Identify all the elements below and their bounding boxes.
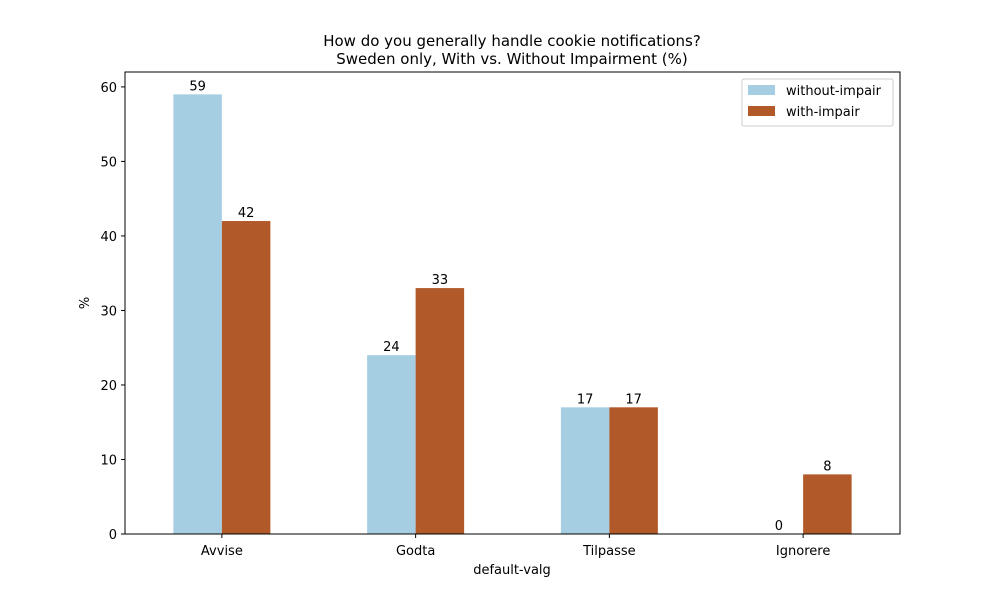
data-label-without-impair-avvise: 59 [189, 79, 206, 94]
bar-with-impair-ignorere [803, 474, 852, 534]
y-tick-label: 60 [100, 81, 117, 96]
data-label-with-impair-tilpasse: 17 [625, 392, 642, 407]
bar-with-impair-avvise [221, 221, 271, 534]
x-tick-label: Avvise [201, 544, 243, 559]
x-tick-label: Godta [396, 544, 435, 559]
legend: without-impair with-impair [741, 78, 894, 127]
legend-swatch-without-impair [748, 85, 775, 95]
x-axis-label: default-valg [473, 563, 551, 578]
x-tick-label: Ignorere [776, 544, 830, 559]
bar-without-impair-godta [367, 355, 416, 534]
y-tick-label: 40 [100, 230, 117, 245]
legend-label-without-impair: without-impair [786, 84, 882, 99]
y-tick-label: 0 [109, 528, 117, 543]
bar-without-impair-tilpasse [560, 407, 610, 534]
bar-with-impair-godta [415, 288, 465, 534]
data-label-with-impair-godta: 33 [432, 273, 449, 288]
legend-swatch-with-impair [748, 106, 775, 116]
y-tick-label: 20 [100, 379, 117, 394]
y-axis-label: % [78, 297, 93, 309]
legend-label-with-impair: with-impair [786, 105, 860, 120]
y-tick-label: 30 [100, 304, 117, 319]
data-label-with-impair-avvise: 42 [238, 206, 255, 221]
data-label-without-impair-godta: 24 [383, 340, 400, 355]
data-label-with-impair-ignorere: 8 [823, 459, 831, 474]
chart-subtitle: Sweden only, With vs. Without Impairment… [336, 50, 688, 68]
chart-title: How do you generally handle cookie notif… [323, 32, 701, 50]
bar-with-impair-tilpasse [609, 407, 658, 534]
legend-box [741, 78, 894, 127]
y-tick-label: 50 [100, 155, 117, 170]
data-label-without-impair-tilpasse: 17 [577, 392, 594, 407]
data-label-without-impair-ignorere: 0 [775, 519, 783, 534]
y-tick-label: 10 [100, 453, 117, 468]
x-tick-label: Tilpasse [582, 544, 636, 559]
axes-frame [124, 71, 901, 535]
plot-area: 0 10 20 30 40 50 60 59 42 Avvise 24 33 Godta 17 17 Tilp… [100, 79, 852, 559]
bar-without-impair-avvise [173, 94, 222, 535]
